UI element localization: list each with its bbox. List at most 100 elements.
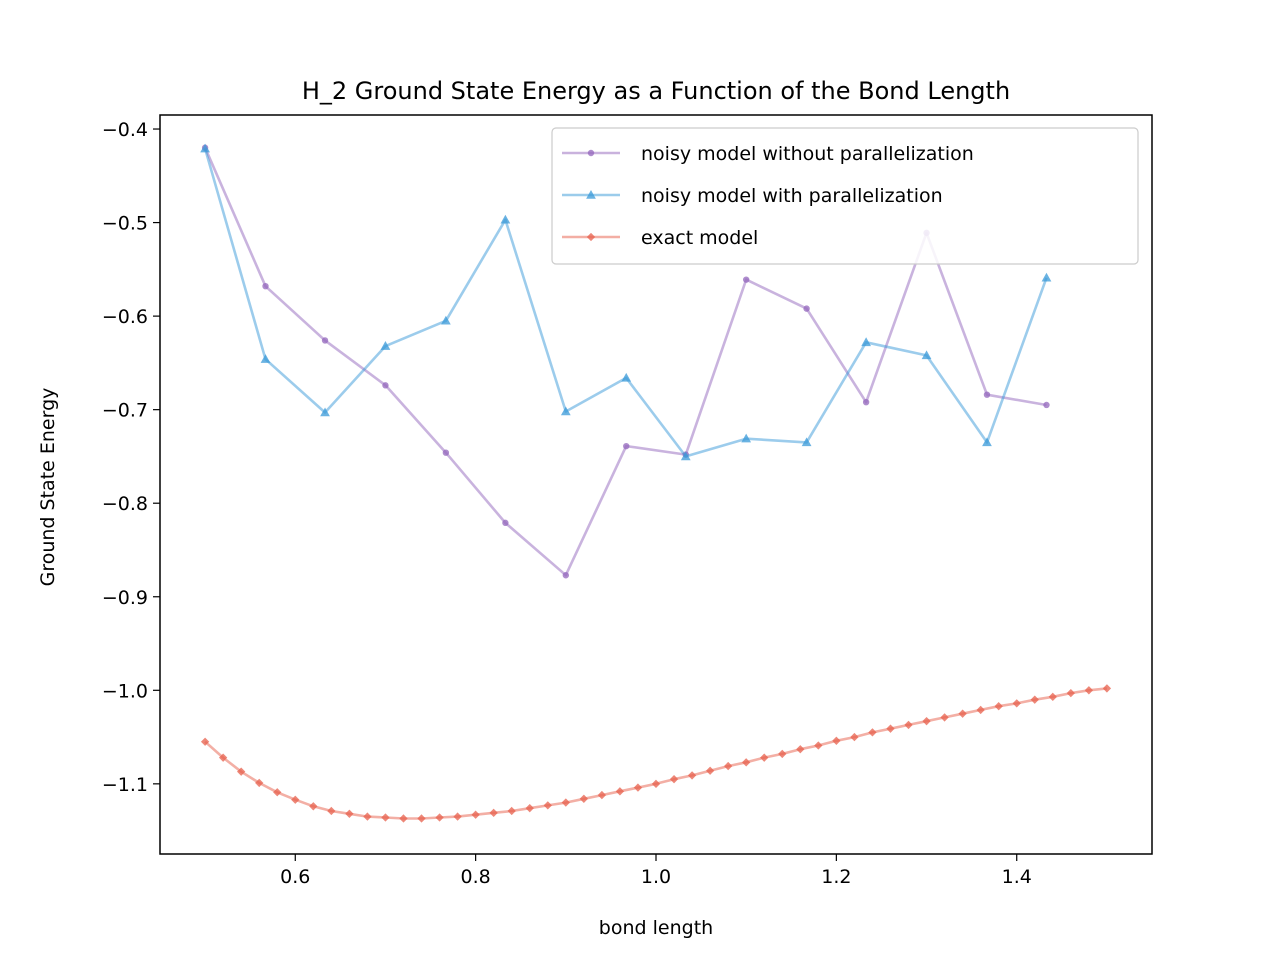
legend-item: noisy model without parallelization [562,143,974,165]
data-point [1012,699,1021,708]
data-point [218,753,228,762]
data-point [983,391,991,398]
data-point [327,806,336,816]
data-point [1030,695,1039,704]
data-point [309,802,318,811]
data-point [561,798,570,807]
data-point [579,794,589,803]
data-point [705,766,715,775]
data-point [1066,688,1076,698]
data-point [1084,686,1094,695]
data-point [525,803,534,813]
data-point [500,214,511,224]
legend-label: noisy model without parallelization [641,143,974,165]
data-point [723,761,733,771]
legend: noisy model without parallelization noisy… [551,127,1139,265]
y-tick-label: −0.7 [102,400,148,422]
y-tick-label: −0.9 [102,587,148,609]
legend-marker [587,149,595,157]
series-layer [200,143,1112,823]
data-point [381,813,390,822]
data-point [669,774,679,784]
data-point [321,337,329,344]
data-point [801,437,812,447]
data-point [832,736,841,745]
data-point [796,745,805,754]
data-point [236,767,246,776]
data-point [262,282,269,290]
data-point [560,406,571,416]
x-axis-label: bond length [599,917,713,939]
y-axis: −1.1 −1.0 −0.9 −0.8 −0.7 −0.6 −0.5 −0.4 [102,119,160,796]
data-point [442,449,450,456]
legend-item: noisy model with parallelization [562,185,943,207]
y-tick-label: −0.4 [102,119,148,141]
data-point [291,795,300,804]
legend-marker [586,189,596,199]
data-point [597,790,607,800]
data-point [921,350,932,360]
data-point [320,407,330,417]
data-point [994,702,1003,711]
data-point [814,741,823,750]
data-point [868,728,877,737]
data-point [1048,692,1057,702]
chart-title: H_2 Ground State Energy as a Function of… [302,77,1010,105]
series-1 [200,143,1052,461]
data-point [778,749,787,759]
data-point [345,809,354,818]
data-point [687,771,697,780]
data-point [440,315,451,325]
data-point [680,451,691,461]
data-point [417,814,426,823]
data-point [850,732,859,742]
data-point [399,814,408,823]
data-point [363,812,372,821]
data-point [255,778,264,788]
data-point [273,788,282,797]
data-point [435,813,444,822]
data-point [1102,684,1112,693]
data-point [615,787,625,796]
y-tick-label: −0.8 [102,493,148,515]
data-point [562,572,570,579]
y-tick-label: −0.5 [102,213,148,235]
data-point [200,737,210,746]
data-point [742,276,750,283]
data-point [742,758,751,767]
data-point [621,372,632,382]
data-point [861,337,872,347]
data-point [502,519,509,527]
data-point [922,717,931,726]
data-point [260,354,271,363]
legend-item: exact model [562,227,758,249]
data-point [976,705,985,715]
y-tick-label: −0.6 [102,306,148,328]
legend-box [551,127,1139,265]
x-tick-label: 0.8 [461,866,491,888]
data-point [200,143,210,153]
series-2 [200,684,1112,823]
x-tick-label: 1.2 [821,866,851,888]
data-point [471,810,480,819]
data-point [940,713,949,722]
x-tick-label: 1.4 [1002,866,1032,888]
data-point [958,709,967,718]
data-point [380,341,391,350]
x-tick-label: 1.0 [641,866,671,888]
data-point [507,806,516,816]
series-line [204,687,1108,820]
data-point [803,305,810,312]
x-tick-label: 0.6 [280,866,310,888]
data-point [741,433,752,443]
legend-marker [586,232,596,242]
x-axis: 0.6 0.8 1.0 1.2 1.4 [280,854,1032,888]
y-tick-label: −1.1 [102,774,148,796]
data-point [543,801,552,810]
data-point [453,812,462,821]
data-point [651,779,661,789]
data-point [886,724,895,733]
y-axis-label: Ground State Energy [37,388,59,587]
data-point [489,808,498,818]
